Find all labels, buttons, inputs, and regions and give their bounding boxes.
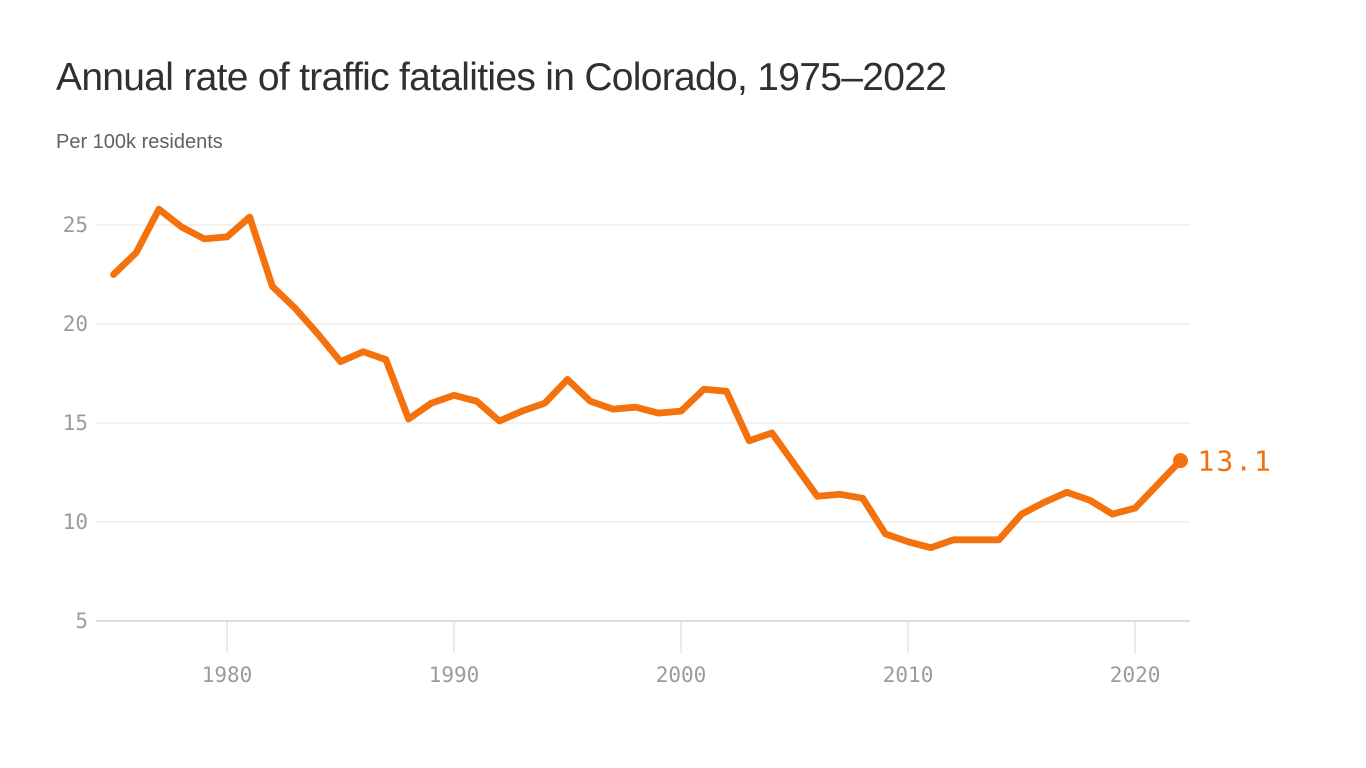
endpoint-value-label: 13.1: [1197, 445, 1272, 478]
x-axis-label-1990: 1990: [429, 663, 480, 687]
y-axis-label-25: 25: [63, 213, 88, 237]
endpoint-dot: [1172, 453, 1188, 469]
x-axis-label-2010: 2010: [883, 663, 934, 687]
chart-title: Annual rate of traffic fatalities in Col…: [56, 56, 947, 99]
y-axis-label-20: 20: [63, 312, 88, 336]
x-axis-label-2020: 2020: [1110, 663, 1161, 687]
x-axis-label-1980: 1980: [202, 663, 253, 687]
y-axis-label-5: 5: [75, 609, 88, 633]
chart-subtitle: Per 100k residents: [56, 131, 223, 153]
x-axis-label-2000: 2000: [656, 663, 707, 687]
y-axis-label-15: 15: [63, 411, 88, 435]
trend-line: [110, 205, 1184, 552]
y-axis-label-10: 10: [63, 510, 88, 534]
